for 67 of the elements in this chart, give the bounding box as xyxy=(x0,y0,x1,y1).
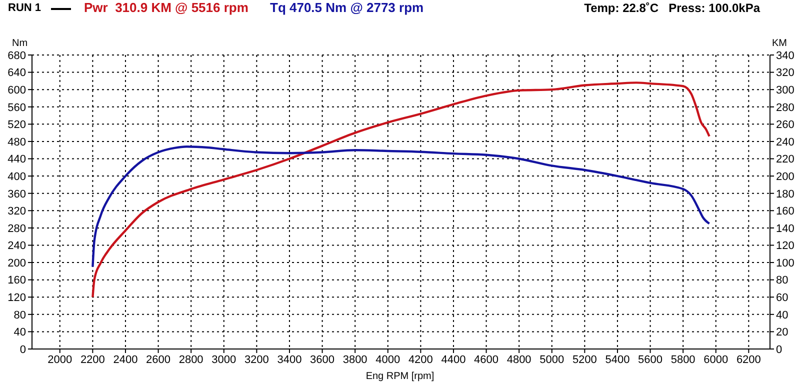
y2-tick-label: 200 xyxy=(776,170,794,183)
x-tick-label: 4000 xyxy=(376,354,400,366)
y2-tick-label: 220 xyxy=(776,154,794,166)
y2-tick-label: 320 xyxy=(776,67,794,80)
y-tick-label: 320 xyxy=(8,206,26,218)
x-tick-label: 2800 xyxy=(178,354,204,366)
x-tick-label: 3400 xyxy=(277,354,302,366)
y-tick-label: 360 xyxy=(8,188,26,200)
y-tick-label: 240 xyxy=(8,240,26,252)
y-tick-label: 0 xyxy=(20,344,26,356)
y-tick-label: 640 xyxy=(8,67,26,80)
y-tick-label: 600 xyxy=(8,84,26,96)
x-tick-label: 3600 xyxy=(310,354,335,366)
y2-axis-title: KM xyxy=(772,38,787,49)
y2-tick-label: 100 xyxy=(776,257,794,270)
y-tick-label: 280 xyxy=(8,222,26,235)
y2-tick-label: 160 xyxy=(776,206,794,218)
x-tick-label: 3800 xyxy=(342,354,368,366)
y2-tick-label: 120 xyxy=(776,240,794,252)
y-tick-label: 480 xyxy=(8,136,26,148)
y-tick-label: 80 xyxy=(14,309,26,322)
y-tick-label: 520 xyxy=(8,119,26,132)
x-tick-label: 2400 xyxy=(113,354,138,366)
y-tick-label: 200 xyxy=(8,257,26,270)
x-tick-label: 3200 xyxy=(244,354,269,366)
y-tick-label: 560 xyxy=(8,102,26,114)
line-series xyxy=(92,146,710,268)
x-tick-label: 2000 xyxy=(48,354,72,366)
y2-tick-label: 80 xyxy=(776,274,788,287)
y-tick-label: 440 xyxy=(8,154,26,166)
x-tick-label: 4400 xyxy=(441,354,466,366)
y2-tick-label: 180 xyxy=(776,188,794,200)
x-tick-label: 5000 xyxy=(540,354,564,366)
y2-tick-label: 340 xyxy=(776,50,794,62)
y2-tick-label: 40 xyxy=(776,309,788,322)
text: Tq 470.5 Nm @ 2773 rpm xyxy=(270,0,424,15)
x-tick-label: 5200 xyxy=(572,354,597,366)
x-tick-label: 6000 xyxy=(704,354,728,366)
y-tick-label: 400 xyxy=(8,170,26,183)
x-tick-label: 3000 xyxy=(212,354,236,366)
x-tick-label: 5400 xyxy=(605,354,630,366)
y2-tick-label: 20 xyxy=(776,326,788,339)
line-series xyxy=(92,82,710,298)
x-tick-label: 2600 xyxy=(146,354,171,366)
y-tick-label: 160 xyxy=(8,274,26,287)
y2-tick-label: 300 xyxy=(776,84,794,96)
y-tick-label: 40 xyxy=(14,326,26,339)
y-tick-label: 120 xyxy=(8,292,26,304)
y2-tick-label: 60 xyxy=(776,292,788,304)
y2-tick-label: 240 xyxy=(776,136,794,148)
y2-tick-label: 0 xyxy=(776,344,782,356)
x-tick-label: 4600 xyxy=(474,354,499,366)
x-tick-label: 2200 xyxy=(80,354,105,366)
y2-tick-label: 140 xyxy=(776,222,794,235)
y-tick-label: 680 xyxy=(8,50,26,62)
chart-subtitle: Temp: 22.8˚C Press: 100.0kPa xyxy=(584,1,760,15)
y2-tick-label: 280 xyxy=(776,102,794,114)
x-tick-label: 4200 xyxy=(408,354,433,366)
x-tick-label: 4800 xyxy=(506,354,532,366)
y-axis-title: Nm xyxy=(12,38,28,49)
x-tick-label: 6200 xyxy=(736,354,761,366)
y2-tick-label: 260 xyxy=(776,119,794,132)
chart-title: RUN 1 xyxy=(8,2,42,14)
x-axis-title: Eng RPM [rpm] xyxy=(364,371,436,382)
x-tick-label: 5600 xyxy=(638,354,663,366)
x-tick-label: 5800 xyxy=(670,354,696,366)
text: Pwr 310.9 KM @ 5516 rpm xyxy=(84,0,248,15)
